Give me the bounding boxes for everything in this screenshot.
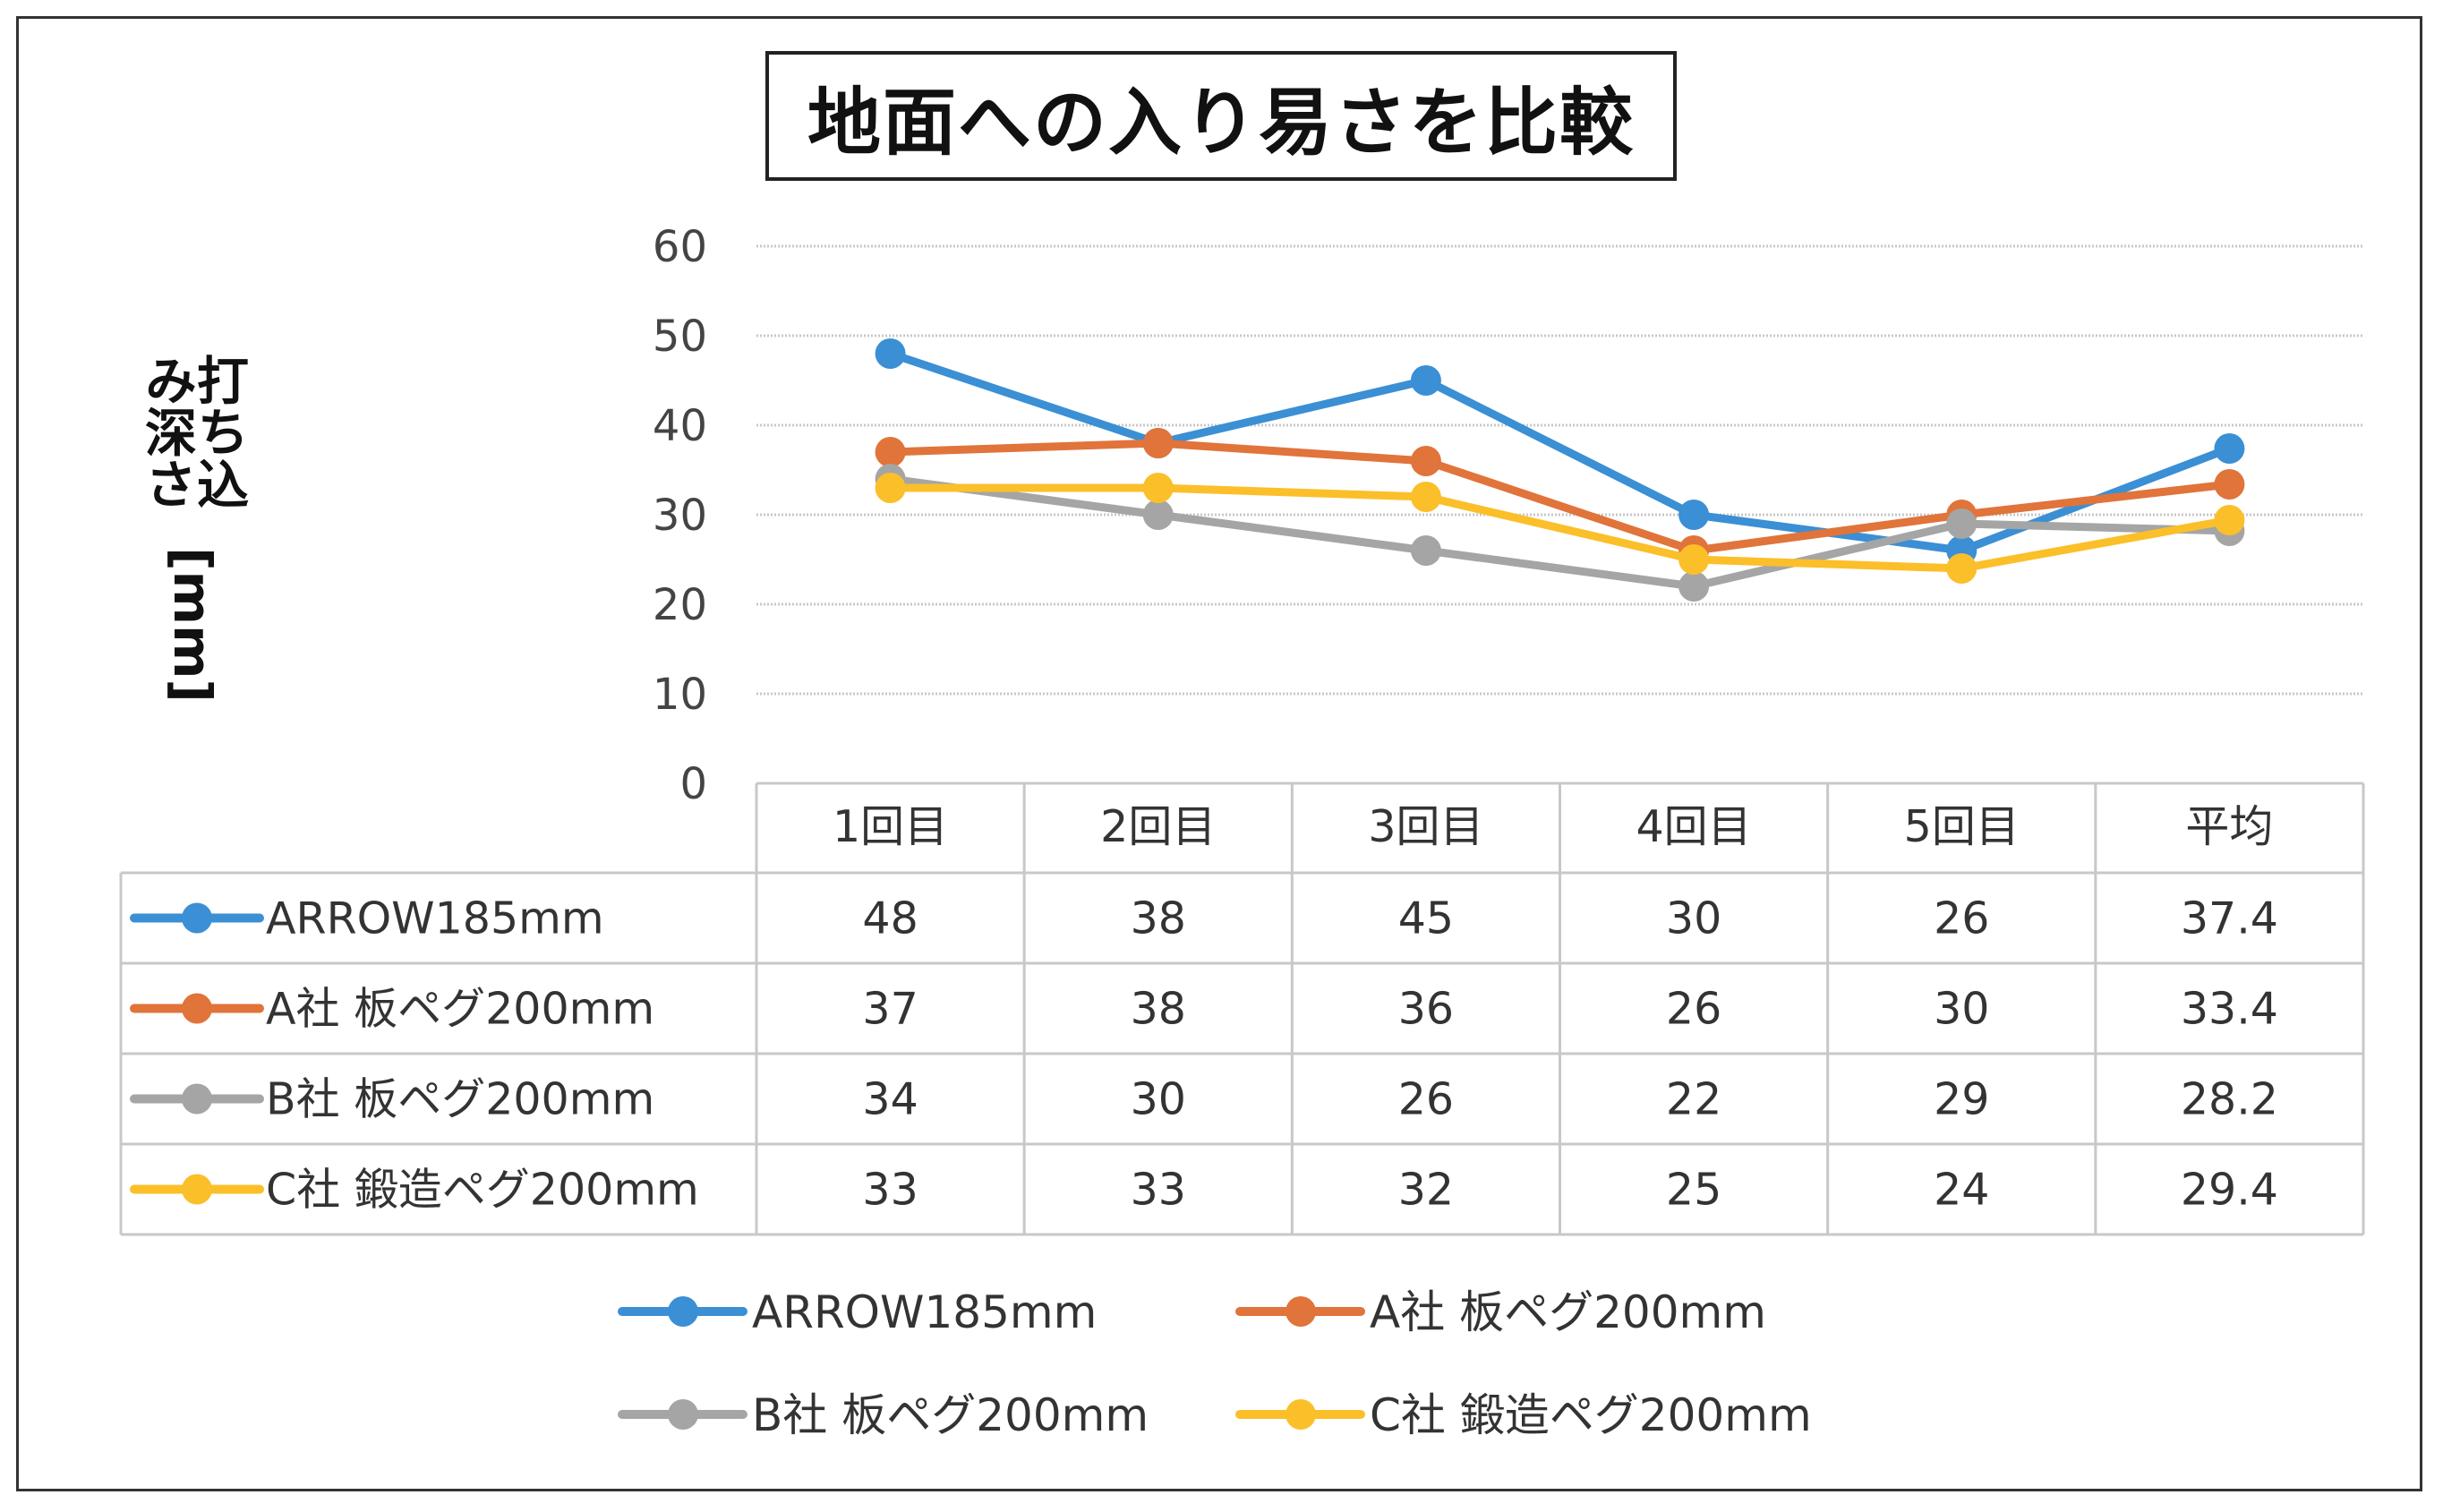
table-cell: 38 — [1131, 984, 1186, 1035]
table-cell: 26 — [1398, 1074, 1454, 1125]
y-tick-label: 0 — [679, 759, 707, 809]
data-point — [1410, 365, 1441, 396]
table-cell: 33.4 — [2181, 984, 2278, 1035]
legend-label: B社 板ペグ200mm — [752, 1389, 1149, 1441]
table-cell: 33 — [1131, 1165, 1186, 1216]
data-point — [875, 473, 906, 503]
table-cell: 37.4 — [2181, 893, 2278, 944]
legend-label: A社 板ペグ200mm — [1370, 1286, 1766, 1338]
table-cell: 32 — [1398, 1165, 1454, 1216]
x-tick-label: 2回目 — [1100, 801, 1216, 852]
legend-label: ARROW185mm — [752, 1286, 1097, 1338]
data-point — [1142, 473, 1174, 503]
data-point — [1410, 535, 1441, 566]
table-cell: 34 — [862, 1074, 918, 1125]
series-line — [889, 349, 2232, 555]
table-cell: 26 — [1666, 984, 1721, 1035]
y-axis-label-text: 打ち込み深さ — [136, 354, 249, 509]
series-line — [889, 474, 2230, 591]
data-point — [2214, 505, 2245, 535]
table-legend-marker — [182, 1083, 212, 1115]
table-cell: 29 — [1934, 1074, 1989, 1125]
chart-title: 地面への入り易さを比較 — [807, 81, 1635, 166]
x-tick-label: 5回目 — [1904, 801, 2020, 852]
table-series-label: C社 鍛造ペグ200mm — [266, 1165, 699, 1216]
table-legend-marker — [182, 993, 212, 1024]
series-line — [890, 483, 2231, 573]
y-tick-label: 10 — [653, 670, 707, 720]
table-cell: 38 — [1131, 893, 1186, 944]
table-cell: 28.2 — [2181, 1074, 2278, 1125]
data-point — [1410, 446, 1441, 476]
y-tick-label: 20 — [653, 580, 707, 630]
legend-marker — [668, 1399, 698, 1430]
legend-marker — [1286, 1296, 1316, 1327]
y-axis-label: 打ち込み深さ [mm] — [116, 354, 269, 703]
data-point — [875, 437, 906, 467]
data-point — [1678, 571, 1710, 602]
table-cell: 22 — [1666, 1074, 1721, 1125]
legend-marker — [668, 1296, 698, 1327]
y-tick-label: 40 — [653, 401, 707, 451]
legend-label: C社 鍛造ペグ200mm — [1370, 1389, 1812, 1441]
table-legend-marker — [182, 1174, 212, 1205]
x-tick-label: 4回目 — [1636, 801, 1751, 852]
data-point — [1142, 500, 1174, 530]
chart-title-box: 地面への入り易さを比較 — [765, 51, 1677, 181]
data-point — [1678, 544, 1710, 575]
table-series-label: B社 板ペグ200mm — [266, 1074, 654, 1125]
x-tick-label: 3回目 — [1368, 801, 1483, 852]
y-tick-label: 50 — [653, 312, 707, 362]
data-point — [1946, 553, 1977, 584]
table-cell: 26 — [1934, 893, 1989, 944]
table-cell: 30 — [1131, 1074, 1186, 1125]
table-cell: 30 — [1934, 984, 1989, 1035]
table-series-label: ARROW185mm — [266, 893, 604, 944]
chart-frame — [16, 16, 2422, 1491]
table-cell: 33 — [862, 1165, 918, 1216]
legend-marker — [1286, 1399, 1316, 1430]
data-point — [2214, 469, 2245, 500]
y-axis-label-unit: [mm] — [162, 547, 223, 703]
table-cell: 30 — [1666, 893, 1721, 944]
table-cell: 36 — [1398, 984, 1454, 1035]
table-cell: 29.4 — [2181, 1165, 2278, 1216]
table-cell: 48 — [862, 893, 918, 944]
table-cell: 45 — [1398, 893, 1454, 944]
y-tick-label: 30 — [653, 491, 707, 541]
table-cell: 37 — [862, 984, 918, 1035]
data-point — [1410, 482, 1441, 512]
series-line — [890, 439, 2230, 555]
data-point — [2214, 433, 2245, 464]
table-series-label: A社 板ペグ200mm — [266, 984, 654, 1035]
data-point — [1678, 500, 1710, 530]
table-cell: 25 — [1666, 1165, 1721, 1216]
table-cell: 24 — [1934, 1165, 1989, 1216]
data-point — [875, 338, 906, 369]
data-point — [1142, 428, 1174, 458]
data-point — [1946, 508, 1977, 539]
x-tick-label: 平均 — [2185, 801, 2273, 852]
table-legend-marker — [182, 902, 212, 934]
y-tick-label: 60 — [653, 222, 707, 272]
x-tick-label: 1回目 — [833, 801, 948, 852]
